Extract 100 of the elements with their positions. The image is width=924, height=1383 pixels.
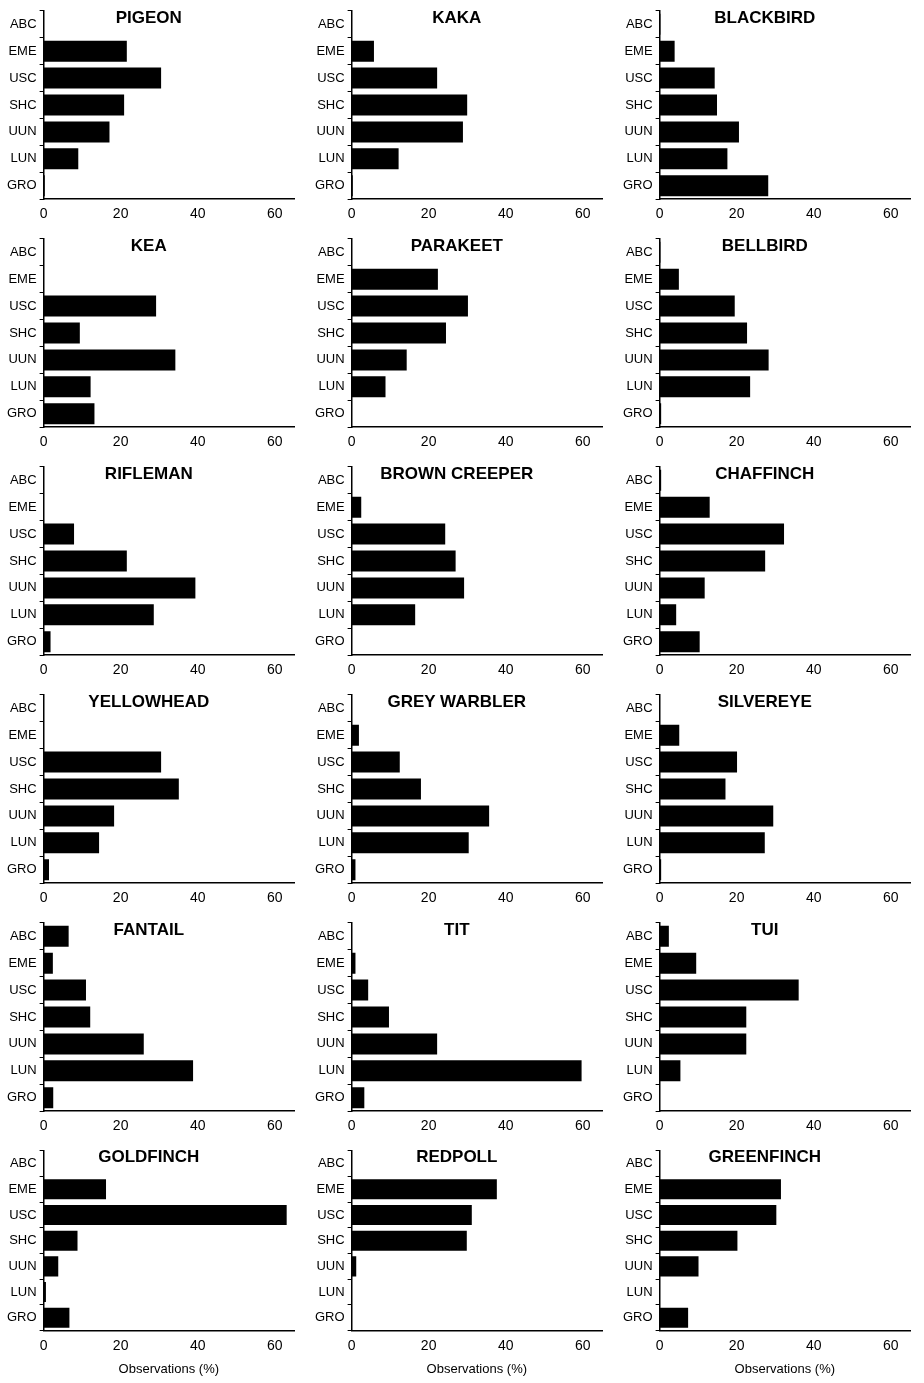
x-tick-label: 60 [574, 1336, 591, 1353]
y-tick-label: LUN [10, 1062, 37, 1078]
y-tick-label: LUN [10, 150, 37, 166]
y-tick-label: EME [8, 954, 37, 970]
x-tick-label: 40 [805, 205, 822, 222]
x-tick-label: 40 [497, 205, 514, 222]
y-tick-label: ABC [625, 1155, 653, 1171]
y-tick-label: USC [317, 753, 345, 769]
y-tick-label: SHC [317, 96, 345, 112]
y-tick-label: USC [625, 1206, 653, 1222]
chart-title: GOLDFINCH [98, 1147, 200, 1167]
y-tick-label: LUN [626, 378, 653, 394]
x-tick-label: 20 [112, 1117, 129, 1134]
y-tick-label: LUN [10, 834, 37, 850]
x-tick-label: 0 [655, 889, 664, 906]
x-tick-label: 40 [189, 1117, 206, 1134]
chart-title: TIT [444, 919, 471, 939]
y-tick-label: GRO [6, 177, 37, 193]
x-tick-label: 0 [39, 889, 48, 906]
x-tick-label: 60 [574, 205, 591, 222]
y-tick-label: EME [316, 270, 345, 286]
y-tick-label: EME [316, 954, 345, 970]
x-tick-label: 20 [420, 1336, 437, 1353]
y-tick-label: EME [316, 726, 345, 742]
x-tick-label: 0 [39, 205, 48, 222]
y-tick-label: GRO [6, 1309, 37, 1325]
y-tick-label: ABC [317, 471, 345, 487]
y-tick-label: USC [9, 753, 37, 769]
y-tick-label: UUN [8, 1035, 37, 1051]
x-tick-label: 40 [189, 205, 206, 222]
x-tick-label: 40 [497, 1336, 514, 1353]
y-tick-label: SHC [317, 552, 345, 568]
y-tick-label: UUN [8, 123, 37, 139]
x-tick-label: 40 [805, 1117, 822, 1134]
x-tick-label: 0 [655, 1117, 664, 1134]
x-tick-label: 20 [420, 433, 437, 450]
x-tick-label: 0 [655, 661, 664, 678]
chart-title: RIFLEMAN [104, 463, 193, 483]
x-tick-label: 0 [347, 661, 356, 678]
y-tick-label: UUN [316, 579, 345, 595]
y-tick-label: GRO [6, 405, 37, 421]
y-tick-label: UUN [8, 579, 37, 595]
y-tick-label: ABC [625, 471, 653, 487]
x-axis-title: Observations (%) [118, 1360, 220, 1376]
y-tick-label: LUN [10, 378, 37, 394]
x-axis-title: Observations (%) [734, 1360, 836, 1376]
y-tick-label: USC [625, 525, 653, 541]
y-tick-label: UUN [316, 1257, 345, 1273]
y-tick-label: ABC [625, 243, 653, 259]
x-tick-label: 20 [420, 1117, 437, 1134]
x-tick-label: 0 [347, 889, 356, 906]
y-tick-label: SHC [317, 780, 345, 796]
y-tick-label: USC [317, 525, 345, 541]
x-tick-label: 0 [655, 1336, 664, 1353]
y-tick-label: USC [317, 69, 345, 85]
y-tick-label: SHC [9, 1008, 37, 1024]
y-tick-label: GRO [314, 1089, 345, 1105]
x-tick-label: 60 [266, 205, 283, 222]
x-tick-label: 60 [574, 1117, 591, 1134]
y-tick-label: EME [624, 1180, 653, 1196]
y-tick-label: LUN [626, 606, 653, 622]
y-tick-label: LUN [318, 150, 345, 166]
y-tick-label: ABC [9, 699, 37, 715]
y-tick-label: UUN [624, 351, 653, 367]
y-tick-label: UUN [8, 351, 37, 367]
y-tick-label: LUN [10, 1283, 37, 1299]
x-tick-label: 60 [882, 1117, 899, 1134]
x-tick-label: 60 [574, 889, 591, 906]
x-tick-label: 40 [497, 433, 514, 450]
x-tick-label: 20 [728, 661, 745, 678]
x-tick-label: 60 [574, 433, 591, 450]
x-tick-label: 40 [189, 433, 206, 450]
chart-title: PIGEON [115, 7, 182, 27]
y-tick-label: USC [9, 525, 37, 541]
y-tick-label: GRO [622, 1089, 653, 1105]
y-tick-label: SHC [625, 324, 653, 340]
chart-title: BELLBIRD [721, 235, 808, 255]
chart-title: YELLOWHEAD [88, 691, 210, 711]
y-tick-label: SHC [625, 780, 653, 796]
y-tick-label: SHC [9, 780, 37, 796]
y-tick-label: EME [8, 726, 37, 742]
x-tick-label: 40 [805, 1336, 822, 1353]
y-tick-label: EME [316, 42, 345, 58]
y-tick-label: LUN [318, 1062, 345, 1078]
x-tick-label: 20 [728, 1117, 745, 1134]
x-tick-label: 20 [728, 433, 745, 450]
y-tick-label: LUN [626, 150, 653, 166]
y-tick-label: ABC [317, 927, 345, 943]
y-tick-label: EME [8, 1180, 37, 1196]
y-tick-label: USC [9, 981, 37, 997]
x-tick-label: 60 [882, 205, 899, 222]
chart-title: BLACKBIRD [714, 7, 816, 27]
y-tick-label: EME [624, 270, 653, 286]
y-tick-label: GRO [622, 861, 653, 877]
y-tick-label: SHC [9, 324, 37, 340]
x-tick-label: 40 [497, 661, 514, 678]
y-tick-label: USC [625, 297, 653, 313]
x-tick-label: 20 [420, 889, 437, 906]
y-tick-label: ABC [9, 1155, 37, 1171]
y-tick-label: EME [624, 42, 653, 58]
